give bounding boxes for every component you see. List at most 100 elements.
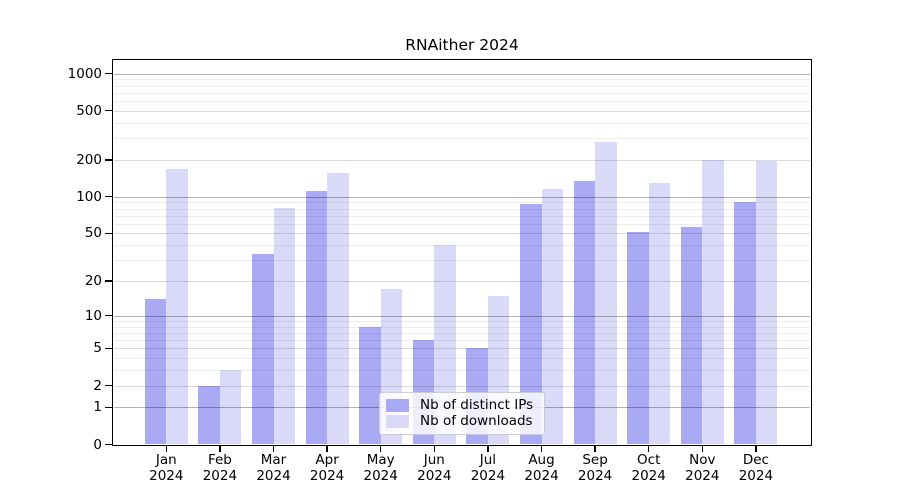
gridline-100: [114, 196, 810, 198]
gridline-80: [114, 208, 810, 210]
y-tick-1000: [105, 72, 112, 75]
y-tick-label-5: 5: [93, 340, 102, 357]
y-tick-label-1: 1: [93, 399, 102, 416]
x-tick-sep: [594, 446, 596, 452]
bar-distinct-ips-mar: [252, 253, 274, 445]
bar-distinct-ips-sep: [573, 180, 596, 445]
x-tick-label-feb: Feb 2024: [202, 452, 238, 484]
bar-distinct-ips-nov: [680, 227, 703, 445]
gridline-600: [114, 101, 810, 103]
y-tick-100: [105, 196, 112, 198]
x-tick-label-jan: Jan 2024: [149, 452, 184, 484]
bar-downloads-dec: [755, 160, 778, 445]
x-tick-label-dec: Dec 2024: [738, 452, 774, 484]
y-tick-500: [105, 110, 112, 112]
y-tick-1: [105, 406, 112, 408]
legend-swatch-downloads: [386, 415, 409, 428]
gridline-5: [114, 348, 810, 350]
bar-downloads-sep: [595, 141, 617, 445]
legend-label-downloads: Nb of downloads: [420, 413, 533, 429]
bar-distinct-ips-feb: [198, 385, 220, 445]
gridline-700: [114, 92, 810, 94]
bar-downloads-mar: [273, 207, 295, 445]
bar-distinct-ips-aug: [520, 204, 542, 445]
x-tick-jan: [165, 446, 167, 452]
legend-swatch-distinct-ips: [386, 399, 409, 412]
y-tick-0: [105, 443, 112, 446]
x-tick-jul: [487, 446, 489, 452]
x-tick-oct: [648, 446, 650, 452]
gridline-8: [114, 326, 810, 328]
gridline-4: [114, 358, 810, 360]
bar-downloads-aug: [541, 189, 563, 445]
y-tick-label-500: 500: [76, 102, 102, 119]
gridline-10: [114, 315, 810, 317]
gridline-900: [114, 79, 810, 81]
bar-distinct-ips-dec: [734, 202, 756, 445]
y-tick-label-20: 20: [84, 273, 102, 290]
bar-downloads-nov: [702, 159, 724, 445]
x-tick-label-may: May 2024: [363, 452, 398, 484]
bar-downloads-feb: [219, 370, 242, 445]
legend-row-distinct-ips: Nb of distinct IPs: [386, 398, 536, 413]
y-tick-2: [105, 384, 112, 387]
y-tick-label-0: 0: [93, 436, 102, 453]
y-tick-label-1000: 1000: [67, 65, 102, 82]
bar-distinct-ips-may: [359, 326, 381, 445]
y-tick-20: [105, 280, 112, 282]
gridline-500: [114, 110, 810, 112]
x-tick-feb: [219, 446, 221, 452]
x-tick-label-mar: Mar 2024: [256, 452, 291, 484]
x-tick-label-sep: Sep 2024: [577, 452, 613, 484]
legend: Nb of distinct IPs Nb of downloads: [379, 392, 545, 435]
x-tick-mar: [272, 446, 275, 452]
gridline-50: [114, 233, 810, 235]
y-tick-200: [105, 159, 112, 161]
bar-downloads-apr: [327, 173, 349, 445]
bar-downloads-oct: [648, 182, 671, 445]
gridline-2: [114, 385, 810, 387]
gridline-9: [114, 320, 810, 322]
x-tick-dec: [755, 446, 757, 452]
x-tick-apr: [326, 446, 328, 452]
gridline-60: [114, 223, 810, 225]
legend-label-distinct-ips: Nb of distinct IPs: [420, 397, 534, 413]
y-tick-label-200: 200: [76, 151, 102, 168]
x-tick-nov: [701, 446, 703, 452]
y-tick-10: [105, 315, 112, 317]
gridline-20: [114, 281, 810, 283]
gridline-200: [114, 159, 810, 161]
gridline-40: [114, 245, 810, 247]
bar-distinct-ips-apr: [305, 190, 328, 445]
chart-title: RNAither 2024: [405, 36, 519, 54]
gridline-800: [114, 85, 810, 87]
x-tick-label-oct: Oct 2024: [631, 452, 666, 484]
y-tick-label-2: 2: [93, 377, 102, 394]
y-tick-50: [105, 232, 112, 235]
gridline-6: [114, 340, 810, 342]
bar-downloads-jan: [166, 169, 188, 445]
legend-row-downloads: Nb of downloads: [386, 414, 536, 429]
y-tick-label-10: 10: [84, 307, 102, 324]
gridline-300: [114, 138, 810, 140]
y-tick-label-100: 100: [76, 188, 102, 205]
x-tick-label-nov: Nov 2024: [685, 452, 720, 484]
bar-distinct-ips-oct: [627, 232, 649, 445]
x-tick-aug: [540, 446, 543, 452]
gridline-1000: [114, 73, 810, 75]
x-tick-jun: [433, 446, 435, 452]
gridline-7: [114, 332, 810, 334]
x-tick-label-jun: Jun 2024: [417, 452, 452, 484]
x-tick-label-apr: Apr 2024: [309, 452, 345, 484]
gridline-400: [114, 122, 810, 124]
gridline-3: [114, 370, 810, 372]
x-tick-may: [380, 446, 382, 452]
bar-distinct-ips-jan: [144, 299, 167, 445]
x-tick-label-jul: Jul 2024: [470, 452, 506, 484]
y-tick-label-50: 50: [84, 225, 102, 242]
gridline-90: [114, 202, 810, 204]
x-tick-label-aug: Aug 2024: [524, 452, 559, 484]
y-tick-5: [105, 347, 112, 349]
gridline-70: [114, 215, 810, 217]
